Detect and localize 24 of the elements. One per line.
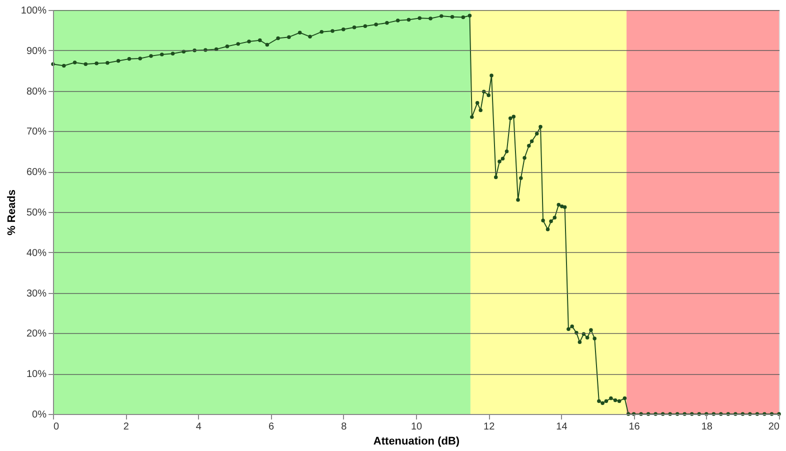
x-tick-label: 4 bbox=[196, 422, 202, 432]
x-tick-label: 2 bbox=[123, 422, 130, 432]
y-tick-label: 60% bbox=[26, 167, 47, 178]
x-tick-label: 8 bbox=[341, 422, 348, 432]
x-tick-label: 20 bbox=[768, 422, 780, 432]
x-tick-label: 10 bbox=[410, 422, 422, 432]
y-tick-label: 100% bbox=[20, 6, 47, 16]
y-tick-label: 90% bbox=[26, 46, 47, 57]
x-tick-label: 0 bbox=[54, 422, 60, 432]
y-tick-label: 20% bbox=[26, 328, 47, 340]
x-axis-title: Attenuation (dB) bbox=[373, 436, 460, 448]
y-tick-label: 40% bbox=[26, 248, 47, 259]
y-tick-label: 50% bbox=[26, 208, 47, 218]
y-tick-label: 80% bbox=[26, 86, 47, 98]
y-tick-label: 30% bbox=[26, 288, 47, 300]
x-tick-label: 16 bbox=[628, 422, 640, 432]
x-tick-label: 6 bbox=[268, 422, 275, 432]
x-tick-label: 14 bbox=[556, 422, 568, 432]
x-tick-label: 12 bbox=[484, 422, 496, 432]
y-axis-title: % Reads bbox=[6, 190, 18, 236]
y-tick-label: 70% bbox=[26, 126, 47, 138]
x-tick-label: 18 bbox=[701, 422, 713, 432]
y-tick-label: 10% bbox=[26, 369, 47, 380]
y-tick-label: 0% bbox=[32, 410, 47, 420]
